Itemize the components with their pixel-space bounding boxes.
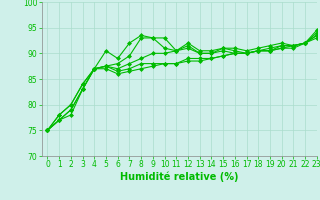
X-axis label: Humidité relative (%): Humidité relative (%) — [120, 172, 238, 182]
